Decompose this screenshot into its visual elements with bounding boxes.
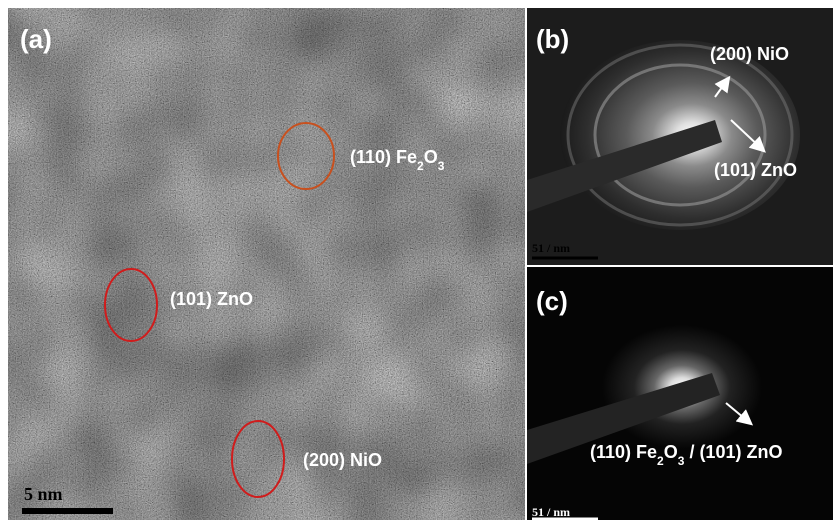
text-segment: / (101) ZnO (684, 442, 782, 462)
panel-label: (b) (536, 24, 569, 54)
annotation: (200) NiO (710, 44, 789, 64)
text-segment: (101) ZnO (170, 289, 253, 309)
text-segment: (110) Fe (350, 147, 417, 167)
text-segment: (200) NiO (303, 450, 382, 470)
text-segment: (200) NiO (710, 44, 789, 64)
annotation: (200) NiO (303, 450, 382, 470)
panel-a-shade (8, 8, 525, 520)
panel-label: (c) (536, 286, 568, 316)
text-segment: O (424, 147, 438, 167)
text-segment: (101) ZnO (714, 160, 797, 180)
annotation: (101) ZnO (170, 289, 253, 309)
scale-bar-label: 5 nm (24, 484, 63, 504)
text-segment: (110) Fe (590, 442, 657, 462)
figure: (a)5 nm(110) Fe2O3(101) ZnO(200) NiO(b)5… (0, 0, 833, 524)
scale-bar-label: 51 / nm (532, 241, 570, 255)
scale-bar-label: 51 / nm (532, 505, 570, 519)
annotation: (101) ZnO (714, 160, 797, 180)
subscript: 3 (438, 159, 445, 173)
text-segment: O (664, 442, 678, 462)
panel-label: (a) (20, 24, 52, 54)
